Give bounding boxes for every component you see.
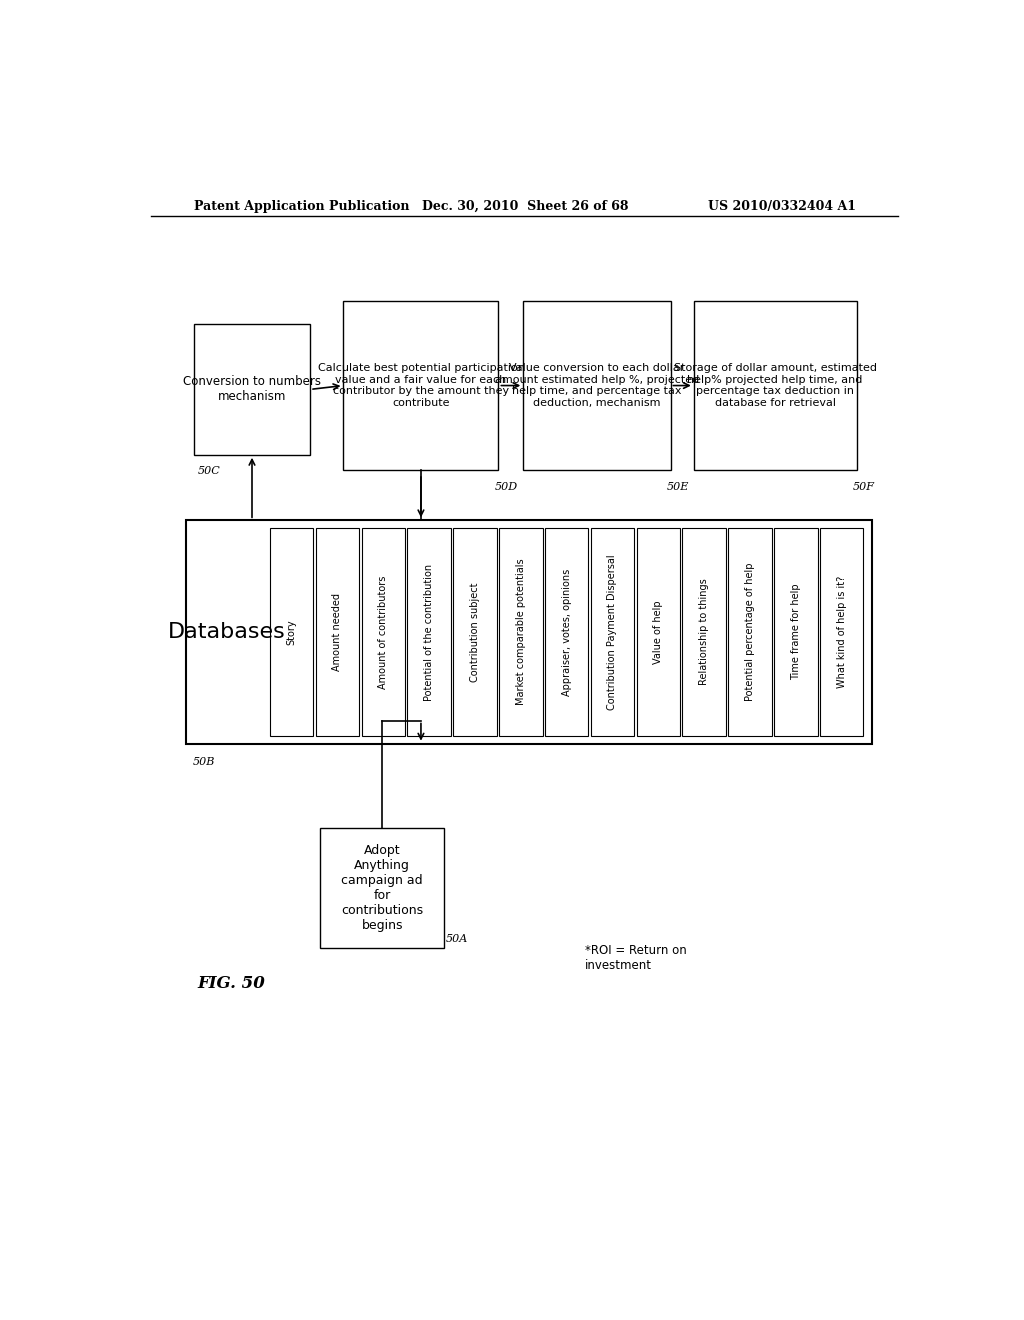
Text: Value conversion to each dollar
amount estimated help %, projected
help time, an: Value conversion to each dollar amount e… bbox=[495, 363, 699, 408]
Text: Appraiser, votes, opinions: Appraiser, votes, opinions bbox=[561, 569, 571, 696]
Text: Potential of the contribution: Potential of the contribution bbox=[424, 564, 434, 701]
Text: Databases: Databases bbox=[168, 622, 286, 642]
Bar bbox=[693, 301, 856, 470]
Text: Market comparable potentials: Market comparable potentials bbox=[516, 558, 525, 705]
Text: Story: Story bbox=[287, 619, 297, 644]
Bar bbox=[499, 528, 543, 737]
Text: Storage of dollar amount, estimated
help% projected help time, and
percentage ta: Storage of dollar amount, estimated help… bbox=[674, 363, 877, 408]
Bar bbox=[637, 528, 680, 737]
Text: Potential percentage of help: Potential percentage of help bbox=[745, 562, 755, 701]
Text: Value of help: Value of help bbox=[653, 601, 664, 664]
Bar bbox=[270, 528, 313, 737]
Text: US 2010/0332404 A1: US 2010/0332404 A1 bbox=[709, 199, 856, 213]
Text: 50E: 50E bbox=[667, 482, 689, 492]
Bar bbox=[682, 528, 726, 737]
Text: Amount needed: Amount needed bbox=[333, 593, 342, 671]
Bar bbox=[523, 301, 671, 470]
Text: 50D: 50D bbox=[495, 482, 518, 492]
Bar bbox=[820, 528, 863, 737]
Text: 50A: 50A bbox=[445, 933, 468, 944]
Bar bbox=[315, 528, 359, 737]
Bar bbox=[186, 520, 872, 743]
Bar bbox=[774, 528, 817, 737]
Text: Relationship to things: Relationship to things bbox=[699, 578, 710, 685]
Text: Conversion to numbers
mechanism: Conversion to numbers mechanism bbox=[183, 375, 321, 404]
Text: Contribution Payment Dispersal: Contribution Payment Dispersal bbox=[607, 554, 617, 710]
Text: 50C: 50C bbox=[198, 466, 220, 477]
Bar bbox=[728, 528, 772, 737]
Text: FIG. 50: FIG. 50 bbox=[198, 974, 265, 991]
Bar bbox=[545, 528, 589, 737]
Bar bbox=[361, 528, 406, 737]
Bar bbox=[321, 829, 444, 948]
Bar bbox=[343, 301, 499, 470]
Bar bbox=[454, 528, 497, 737]
Text: Contribution subject: Contribution subject bbox=[470, 582, 480, 681]
Text: Adopt
Anything
campaign ad
for
contributions
begins: Adopt Anything campaign ad for contribut… bbox=[341, 843, 423, 932]
Text: Calculate best potential participation
value and a fair value for each
contribut: Calculate best potential participation v… bbox=[317, 363, 524, 408]
Text: Time frame for help: Time frame for help bbox=[791, 583, 801, 680]
Text: Amount of contributors: Amount of contributors bbox=[378, 576, 388, 689]
Text: What kind of help is it?: What kind of help is it? bbox=[837, 576, 847, 688]
Bar bbox=[408, 528, 451, 737]
Text: 50B: 50B bbox=[193, 758, 215, 767]
Text: Patent Application Publication: Patent Application Publication bbox=[194, 199, 410, 213]
Text: Dec. 30, 2010  Sheet 26 of 68: Dec. 30, 2010 Sheet 26 of 68 bbox=[422, 199, 628, 213]
Text: 50F: 50F bbox=[853, 482, 874, 492]
Bar bbox=[591, 528, 634, 737]
Bar bbox=[194, 323, 310, 455]
Text: *ROI = Return on
investment: *ROI = Return on investment bbox=[586, 944, 687, 972]
